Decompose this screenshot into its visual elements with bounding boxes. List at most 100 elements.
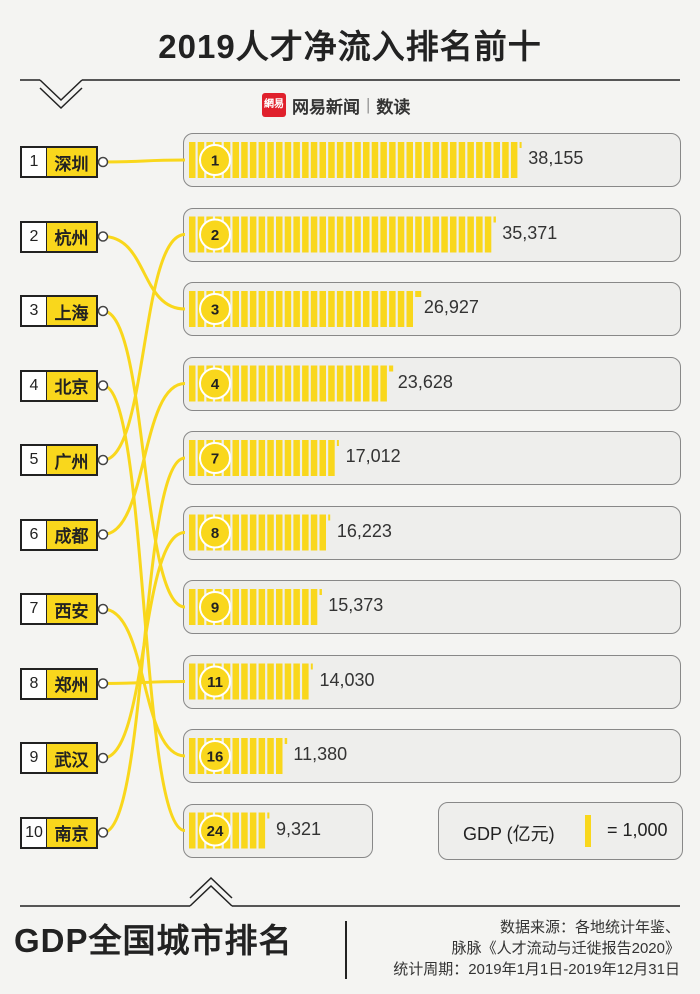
bar-segment bbox=[302, 589, 309, 625]
bar-segment bbox=[423, 142, 431, 178]
bar-segment bbox=[397, 291, 405, 327]
bar-segment bbox=[293, 589, 300, 625]
connector-dot bbox=[97, 305, 109, 317]
rank-box: 1 深圳 bbox=[20, 146, 98, 178]
bar-segment bbox=[189, 514, 196, 551]
gdp-rank-badge bbox=[199, 665, 231, 698]
bar-segment-partial bbox=[519, 142, 522, 148]
bar-segment bbox=[249, 142, 257, 178]
connector-line bbox=[102, 235, 186, 311]
bar-segment bbox=[232, 440, 239, 476]
gdp-rank-badge bbox=[199, 293, 231, 325]
rank-city: 北京 bbox=[47, 371, 96, 400]
bar-segment bbox=[371, 142, 379, 178]
connector-dot bbox=[97, 231, 109, 242]
bar-segment bbox=[345, 365, 353, 402]
bar-value-label: 17,012 bbox=[345, 446, 401, 466]
bar-segment bbox=[302, 440, 309, 476]
bar-segment bbox=[293, 514, 300, 551]
bar-segment bbox=[371, 291, 379, 327]
bar-segment bbox=[328, 142, 335, 178]
bar-segment bbox=[302, 142, 309, 178]
bar-segment bbox=[276, 440, 283, 476]
bar-segment bbox=[293, 365, 300, 402]
rank-number: 7 bbox=[22, 595, 47, 623]
bar-segment bbox=[189, 738, 196, 774]
bar-segment bbox=[397, 216, 405, 253]
rank-box: 9 武汉 bbox=[20, 742, 98, 774]
bar-value-label: 35,371 bbox=[502, 222, 558, 243]
netease-logo-icon: 網易 bbox=[262, 93, 286, 117]
bar-segment bbox=[276, 589, 283, 625]
bar-segment bbox=[293, 440, 300, 476]
bar-panel bbox=[183, 505, 681, 560]
bar-segment bbox=[276, 142, 283, 178]
bar-segment bbox=[267, 365, 274, 402]
bar-segment bbox=[363, 142, 370, 178]
bar-segment bbox=[293, 216, 300, 253]
bar-segment-partial bbox=[319, 589, 322, 595]
bar-segment bbox=[276, 663, 283, 700]
bar-segment bbox=[389, 291, 396, 327]
bar-value-label: 11,380 bbox=[293, 744, 348, 764]
bar-segment bbox=[258, 365, 266, 402]
gdp-rank-badge bbox=[199, 144, 231, 176]
bar-segment bbox=[258, 812, 266, 849]
bar-segment bbox=[258, 216, 266, 253]
rank-city: 广州 bbox=[47, 446, 96, 474]
bar-segment bbox=[258, 142, 266, 178]
rank-box: 3 上海 bbox=[20, 295, 98, 327]
source-line: 数据来源：各地统计年鉴、 bbox=[499, 919, 680, 936]
bar-segment bbox=[363, 216, 370, 253]
bar-segment bbox=[310, 142, 318, 178]
bar-segment bbox=[380, 216, 387, 253]
bar-segment bbox=[249, 440, 257, 476]
bar-segment bbox=[189, 812, 196, 849]
bar-segment bbox=[302, 365, 309, 402]
connector-dot bbox=[97, 827, 109, 838]
rank-city: 上海 bbox=[47, 297, 96, 325]
connector-line bbox=[102, 233, 186, 462]
bar-segment-partial bbox=[328, 514, 331, 521]
bar-segment bbox=[345, 216, 353, 253]
connector-dot bbox=[97, 454, 109, 466]
gdp-rank-label: 8 bbox=[211, 525, 219, 542]
bar-segment-partial bbox=[310, 663, 313, 670]
bar-segment bbox=[302, 514, 309, 551]
bar-segment bbox=[319, 514, 326, 551]
bar-segment bbox=[276, 291, 283, 327]
gdp-rank-badge bbox=[199, 591, 231, 623]
bar-segment bbox=[484, 142, 492, 178]
bar-segment bbox=[276, 216, 283, 253]
bar-segment-partial bbox=[415, 291, 422, 297]
bar-segment bbox=[319, 216, 326, 253]
rank-number: 10 bbox=[22, 818, 47, 847]
bar-segment bbox=[510, 142, 518, 178]
brand: 網易 网易新闻 | 数读 bbox=[262, 92, 410, 118]
source-line: 脉脉《人才流动与迁徙报告2020》 bbox=[451, 940, 680, 957]
bar-segment bbox=[258, 514, 266, 551]
rank-box: 6 成都 bbox=[20, 518, 98, 551]
bar-segment bbox=[241, 291, 248, 327]
bar-segment bbox=[467, 216, 474, 253]
bar-segment bbox=[249, 738, 257, 774]
chevron-down-icon bbox=[39, 87, 83, 110]
gdp-rank-badge bbox=[199, 218, 231, 251]
bar-segment bbox=[336, 365, 344, 402]
bar-segment bbox=[476, 216, 483, 253]
bar-segment bbox=[293, 142, 300, 178]
connector-dot bbox=[97, 603, 109, 615]
source-line: 统计周期：2019年1月1日-2019年12月31日 bbox=[393, 961, 680, 978]
gdp-rank-label: 7 bbox=[211, 451, 219, 468]
bar-segment bbox=[241, 216, 248, 253]
rank-box: 10 南京 bbox=[20, 816, 98, 849]
bar-segment-partial bbox=[336, 440, 339, 446]
bar-segment bbox=[354, 291, 361, 327]
bar-segment bbox=[302, 291, 309, 327]
bar-segment bbox=[310, 291, 318, 327]
bar-segment bbox=[267, 514, 274, 551]
bar-segment bbox=[249, 589, 257, 625]
connector-dot bbox=[97, 752, 109, 764]
